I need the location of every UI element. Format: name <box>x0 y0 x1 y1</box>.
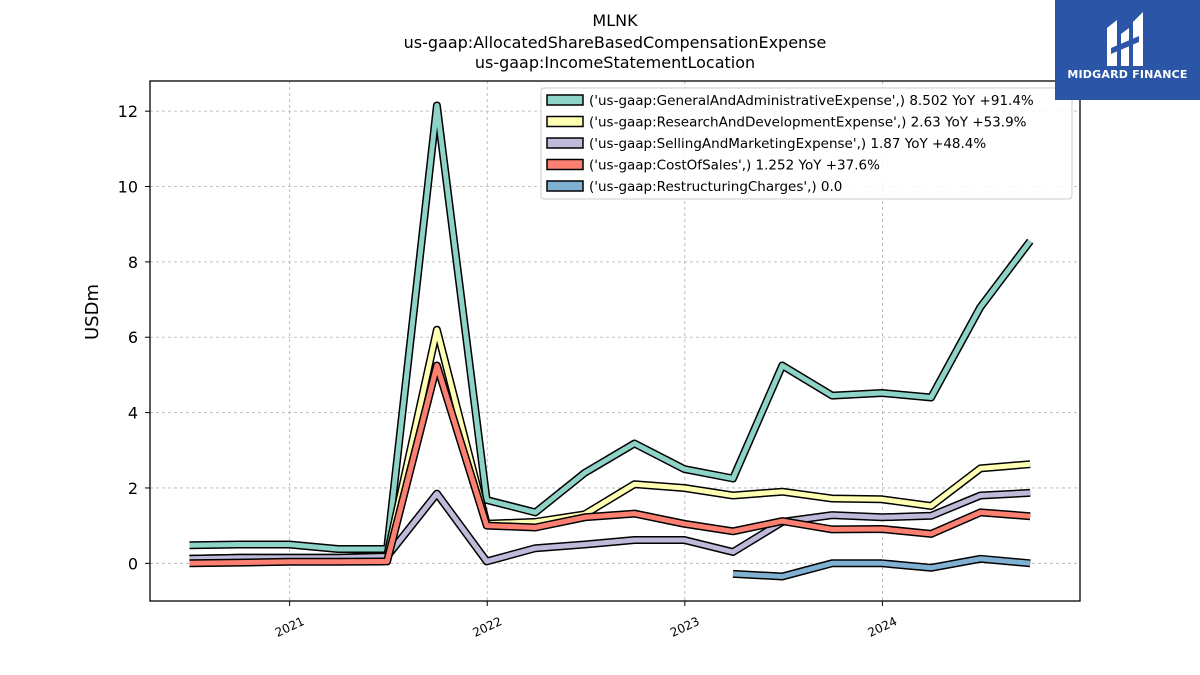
logo-text: MIDGARD FINANCE <box>1067 68 1188 81</box>
y-tick-label: 10 <box>118 178 138 197</box>
legend-swatch <box>546 137 584 149</box>
legend-box <box>540 87 1073 200</box>
legend-label: ('us-gaap:SellingAndMarketingExpense',) … <box>589 136 986 152</box>
legend-label: ('us-gaap:CostOfSales',) 1.252 YoY +37.6… <box>589 158 880 174</box>
y-tick-label: 8 <box>128 253 138 272</box>
chart-title-location: us-gaap:IncomeStatementLocation <box>474 53 756 72</box>
legend-swatch <box>546 158 584 171</box>
legend-label: ('us-gaap:ResearchAndDevelopmentExpense'… <box>589 115 1027 131</box>
series-line-outline <box>189 325 1031 563</box>
y-tick-label: 6 <box>128 328 138 347</box>
y-axis-label: USDm <box>82 284 103 340</box>
series-line <box>189 490 1031 564</box>
x-tick-label: 2023 <box>668 614 702 640</box>
legend-swatch <box>546 94 584 106</box>
x-tick-label: 2022 <box>470 614 504 640</box>
plot-frame <box>149 80 1081 602</box>
legend: ('us-gaap:GeneralAndAdministrativeExpens… <box>540 87 1073 200</box>
y-tick-label: 4 <box>128 404 138 423</box>
x-tick-label: 2024 <box>866 614 900 640</box>
midgard-finance-logo: MIDGARD FINANCE <box>1055 0 1200 100</box>
y-tick-label: 2 <box>128 479 138 498</box>
series-line <box>189 363 1031 566</box>
series-line <box>732 556 1031 579</box>
series-line <box>189 327 1031 562</box>
legend-label: ('us-gaap:GeneralAndAdministrativeExpens… <box>589 93 1034 109</box>
x-tick-label: 2021 <box>273 614 307 640</box>
chart-title-concept: us-gaap:AllocatedShareBasedCompensationE… <box>403 33 827 52</box>
y-tick-label: 12 <box>118 102 138 121</box>
logo-mark-icon <box>1107 12 1143 66</box>
series-lines <box>189 101 1034 581</box>
series-line <box>189 103 1033 552</box>
chart-title-ticker: MLNK <box>592 11 638 30</box>
legend-swatch <box>546 180 584 192</box>
y-tick-label: 0 <box>128 554 138 573</box>
legend-swatch <box>546 115 584 128</box>
legend-label: ('us-gaap:RestructuringCharges',) 0.0 <box>589 179 842 195</box>
